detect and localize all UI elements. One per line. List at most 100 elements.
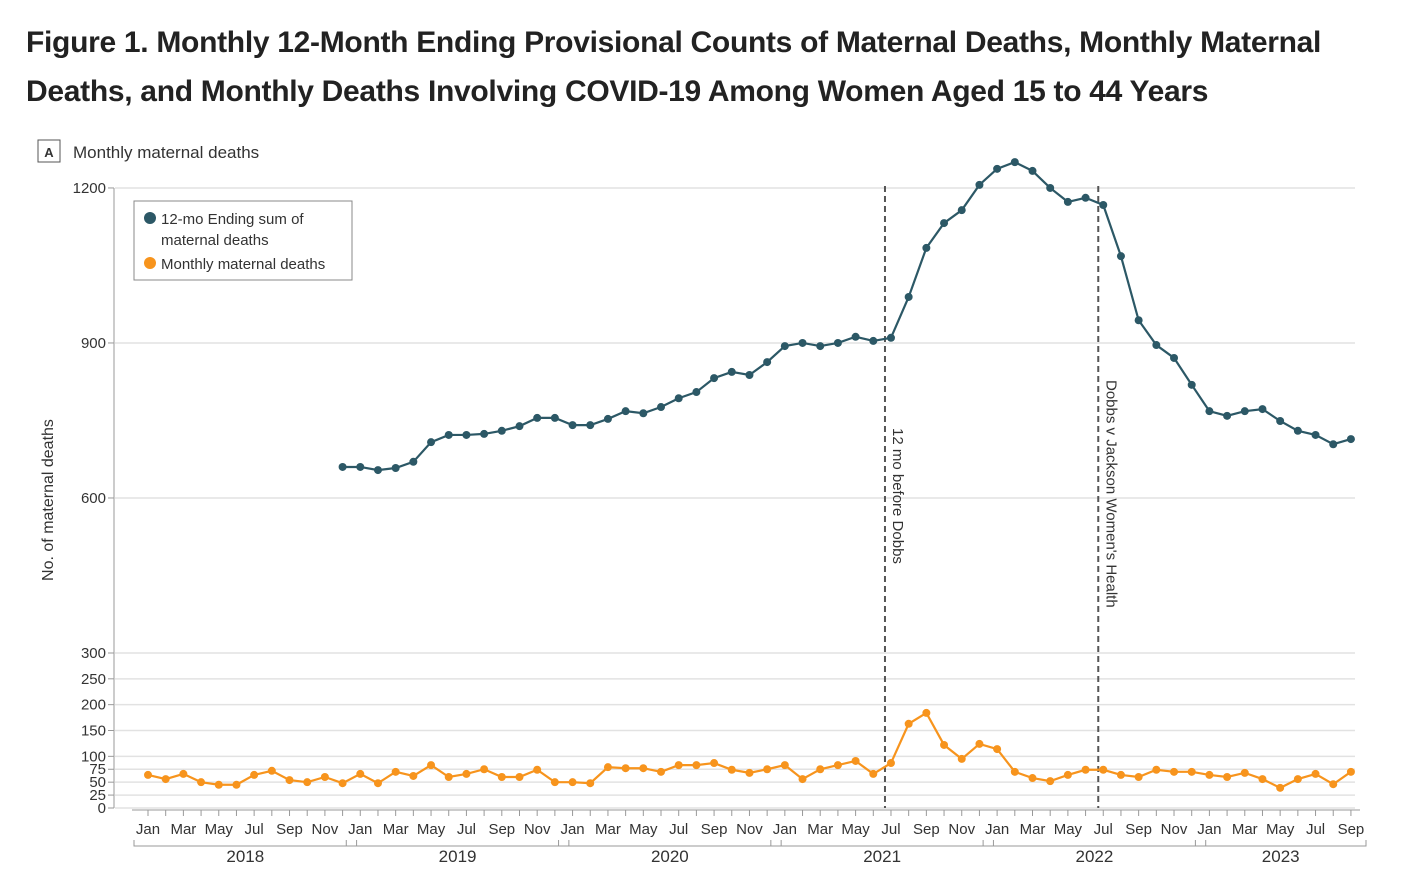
x-tick-label: Mar — [383, 821, 409, 838]
data-point — [497, 772, 506, 781]
data-point — [763, 358, 772, 367]
data-point — [1205, 770, 1214, 779]
data-point — [568, 778, 577, 787]
x-tick-label: Mar — [595, 821, 621, 838]
legend-marker — [144, 257, 156, 269]
x-tick-label: Jul — [457, 821, 476, 838]
data-point — [1134, 772, 1143, 781]
data-point — [957, 754, 966, 763]
data-point — [338, 462, 347, 471]
data-point — [833, 338, 842, 347]
data-point — [480, 429, 489, 438]
y-tick-label: 100 — [81, 748, 106, 765]
x-tick-label: Mar — [807, 821, 833, 838]
x-tick-label: May — [629, 821, 658, 838]
data-point — [1046, 183, 1055, 192]
x-tick-label: Sep — [701, 821, 728, 838]
data-point — [568, 421, 577, 430]
year-label: 2021 — [863, 847, 901, 866]
data-point — [710, 759, 719, 768]
y-tick-label: 25 — [89, 787, 106, 804]
data-point — [657, 767, 666, 776]
data-point — [1293, 775, 1302, 784]
panel-label: A — [44, 145, 54, 160]
x-tick-label: Sep — [276, 821, 303, 838]
data-point — [533, 765, 542, 774]
data-point — [1258, 775, 1267, 784]
data-point — [1170, 767, 1179, 776]
data-point — [922, 708, 931, 717]
data-point — [816, 342, 825, 351]
data-point — [886, 759, 895, 768]
data-point — [267, 766, 276, 775]
legend-marker — [144, 212, 156, 224]
data-point — [338, 779, 347, 788]
y-tick-label: 900 — [81, 335, 106, 352]
data-point — [550, 413, 559, 422]
data-point — [603, 414, 612, 423]
x-tick-label: Nov — [312, 821, 339, 838]
data-point — [1010, 158, 1019, 167]
data-point — [497, 426, 506, 435]
data-point — [1240, 768, 1249, 777]
data-point — [409, 771, 418, 780]
data-point — [1293, 426, 1302, 435]
legend-label: 12-mo Ending sum of — [161, 211, 304, 228]
data-point — [179, 769, 188, 778]
data-point — [657, 403, 666, 412]
data-point — [373, 466, 382, 475]
x-tick-label: Sep — [488, 821, 515, 838]
data-point — [869, 336, 878, 345]
data-point — [940, 740, 949, 749]
data-point — [1346, 435, 1355, 444]
data-point — [639, 764, 648, 773]
data-point — [1134, 316, 1143, 325]
data-point — [356, 462, 365, 471]
data-point — [1329, 780, 1338, 789]
data-point — [674, 394, 683, 403]
data-point — [993, 164, 1002, 173]
data-point — [993, 745, 1002, 754]
data-point — [1116, 770, 1125, 779]
data-point — [745, 768, 754, 777]
x-tick-label: Nov — [736, 821, 763, 838]
x-tick-label: Sep — [1125, 821, 1152, 838]
x-tick-label: Sep — [913, 821, 940, 838]
legend-box — [133, 200, 353, 281]
data-point — [373, 779, 382, 788]
figure-title: Figure 1. Monthly 12-Month Ending Provis… — [26, 26, 1322, 108]
data-point — [232, 780, 241, 789]
x-tick-label: Jan — [1197, 821, 1221, 838]
x-tick-label: May — [417, 821, 446, 838]
data-point — [161, 775, 170, 784]
x-tick-label: Nov — [1161, 821, 1188, 838]
x-tick-label: Jan — [773, 821, 797, 838]
data-point — [798, 338, 807, 347]
data-point — [727, 367, 736, 376]
data-point — [1099, 201, 1108, 210]
data-point — [851, 756, 860, 765]
x-tick-label: Nov — [948, 821, 975, 838]
data-point — [1010, 767, 1019, 776]
x-tick-label: Nov — [524, 821, 551, 838]
year-bracket — [982, 840, 1207, 847]
reference-line-label: 12 mo before Dobbs — [889, 428, 906, 564]
x-tick-label: Jan — [348, 821, 372, 838]
y-tick-label: 0 — [98, 800, 106, 817]
year-label: 2019 — [439, 847, 477, 866]
data-point — [480, 765, 489, 774]
data-point — [1152, 765, 1161, 774]
data-point — [444, 772, 453, 781]
y-tick-label: 600 — [81, 490, 106, 507]
data-point — [427, 761, 436, 770]
data-point — [444, 430, 453, 439]
data-point — [409, 457, 418, 466]
y-tick-label: 200 — [81, 697, 106, 714]
data-point — [1028, 774, 1037, 783]
x-tick-label: Mar — [1232, 821, 1258, 838]
data-point — [1063, 197, 1072, 206]
data-point — [197, 778, 206, 787]
data-point — [1081, 765, 1090, 774]
data-point — [515, 772, 524, 781]
